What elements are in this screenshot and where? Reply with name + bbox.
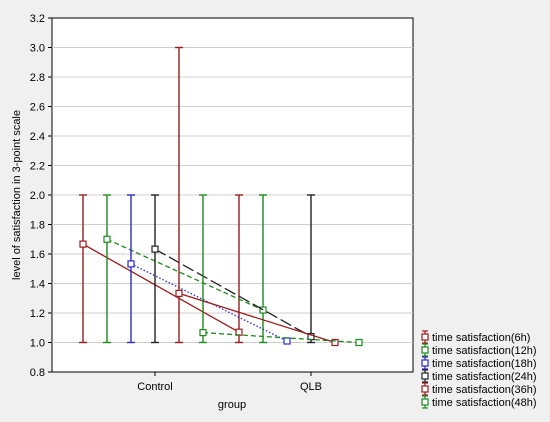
legend-marker-icon [421,333,429,341]
series-line [178,292,336,344]
data-point [151,245,159,253]
y-tick-label: 2.6 [30,102,45,114]
series-3 [151,194,315,344]
x-axis-title: group [218,399,246,411]
y-axis-title: level of satisfaction in 3-point scale [11,110,23,280]
series-line [106,238,264,311]
series-line [154,248,312,338]
legend-item: time satisfaction(24h) [421,369,537,383]
data-point [175,289,183,297]
legend-label: time satisfaction(48h) [432,397,537,409]
legend-label: time satisfaction(6h) [432,332,530,344]
y-tick-label: 2.8 [30,72,45,84]
series-line [82,243,240,333]
data-point [103,235,111,243]
series-0 [79,194,243,344]
series-line [130,263,288,342]
series-5 [199,194,363,347]
y-tick-label: 2.2 [30,161,45,173]
legend: time satisfaction(6h)time satisfaction(1… [421,330,537,409]
y-tick-label: 1.8 [30,220,45,232]
legend-marker-icon [421,398,429,406]
legend-label: time satisfaction(12h) [432,345,537,357]
legend-item: time satisfaction(12h) [421,343,537,357]
legend-item: time satisfaction(36h) [421,382,537,396]
x-tick-label: QLB [300,381,322,393]
legend-item: time satisfaction(18h) [421,356,537,370]
y-tick-label: 1.4 [30,279,45,291]
y-tick-label: 3.0 [30,43,45,55]
series-layer [79,46,363,347]
series-1 [103,194,267,344]
legend-label: time satisfaction(24h) [432,371,537,383]
legend-item: time satisfaction(48h) [421,395,537,409]
data-point [355,338,363,347]
grid-layer [52,47,413,343]
y-tick-label: 2.4 [30,131,45,143]
data-point [331,338,339,347]
legend-marker-icon [421,346,429,354]
legend-marker-icon [421,359,429,367]
y-tick-label: 1.2 [30,308,45,320]
legend-marker-icon [421,385,429,393]
legend-label: time satisfaction(18h) [432,358,537,370]
data-point [283,337,291,345]
legend-label: time satisfaction(36h) [432,384,537,396]
series-line [202,331,360,344]
legend-item: time satisfaction(6h) [421,330,530,344]
y-tick-label: 0.8 [30,367,45,379]
y-tick-label: 1.0 [30,338,45,350]
y-tick-label: 1.6 [30,249,45,261]
y-tick-label: 3.2 [30,13,45,25]
y-tick-labels: 0.8 1.0 1.2 1.4 1.6 1.8 2.0 2.2 2.4 2.6 2.8 3.0 3.2 [30,13,52,379]
legend-marker-icon [421,372,429,380]
x-tick-label: Control [137,381,172,393]
data-point [199,329,207,337]
data-point [127,260,135,268]
y-tick-label: 2.0 [30,190,45,202]
x-tick-labels: Control QLB [137,372,322,393]
data-point [79,240,87,248]
series-4 [175,46,339,347]
